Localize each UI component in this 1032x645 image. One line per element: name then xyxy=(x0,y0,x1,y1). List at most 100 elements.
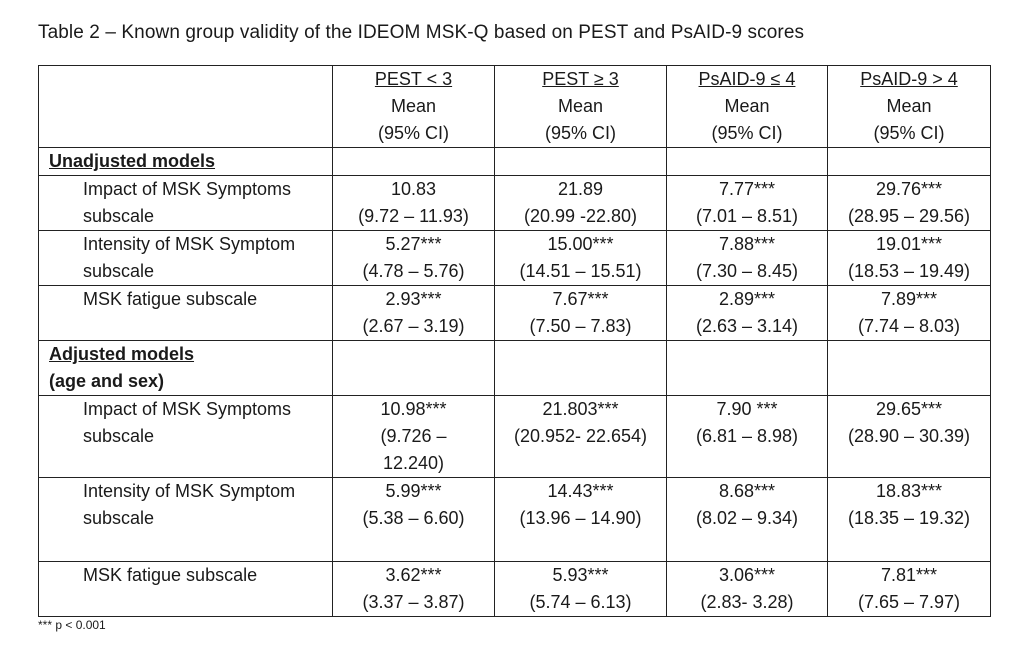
mean-value: 7.77*** xyxy=(718,179,776,199)
table-row-adjusted-fatigue: MSK fatigue subscale 3.62*** (3.37 – 3.87… xyxy=(38,561,991,617)
table-row-unadjusted-intensity: Intensity of MSK Symptom subscale 5.27**… xyxy=(38,230,991,286)
value-cell: 29.76*** (28.95 – 29.56) xyxy=(827,175,991,231)
ci-value: (4.78 – 5.76) xyxy=(362,261,465,281)
header-group: PEST < 3 xyxy=(374,69,453,89)
mean-value: 19.01*** xyxy=(875,234,943,254)
value-cell: 7.67*** (7.50 – 7.83) xyxy=(494,285,667,341)
header-ci: (95% CI) xyxy=(377,123,449,143)
mean-value: 10.83 xyxy=(390,179,437,199)
row-label: MSK fatigue subscale xyxy=(38,561,333,617)
header-cell-pest-ge3: PEST ≥ 3 Mean (95% CI) xyxy=(494,65,667,148)
value-cell: 7.88*** (7.30 – 8.45) xyxy=(666,230,828,286)
value-cell: 3.06*** (2.83- 3.28) xyxy=(666,561,828,617)
mean-value: 8.68*** xyxy=(718,481,776,501)
mean-value: 7.67*** xyxy=(552,289,609,309)
mean-value: 18.83*** xyxy=(875,481,943,501)
value-cell: 21.803*** (20.952- 22.654) xyxy=(494,395,667,478)
value-cell: 21.89 (20.99 -22.80) xyxy=(494,175,667,231)
mean-value: 7.90 *** xyxy=(716,399,778,419)
section-title-adjusted: Adjusted models (age and sex) xyxy=(38,340,333,396)
header-group: PEST ≥ 3 xyxy=(542,69,619,89)
mean-value: 5.27*** xyxy=(385,234,442,254)
mean-value: 21.803*** xyxy=(542,399,619,419)
value-cell: 7.81*** (7.65 – 7.97) xyxy=(827,561,991,617)
mean-value: 2.93*** xyxy=(385,289,442,309)
ci-value: (9.72 – 11.93) xyxy=(358,206,469,226)
ci-value: (7.74 – 8.03) xyxy=(857,316,961,336)
mean-value: 21.89 xyxy=(557,179,604,199)
header-cell-psaid-le4: PsAID-9 ≤ 4 Mean (95% CI) xyxy=(666,65,828,148)
ci-value: (2.63 – 3.14) xyxy=(695,316,799,336)
table-row-unadjusted-fatigue: MSK fatigue subscale 2.93*** (2.67 – 3.19… xyxy=(38,285,991,341)
value-cell: 19.01*** (18.53 – 19.49) xyxy=(827,230,991,286)
table-row-unadjusted-impact: Impact of MSK Symptoms subscale 10.83 (9.… xyxy=(38,175,991,231)
value-cell: 8.68*** (8.02 – 9.34) xyxy=(666,477,828,562)
header-stat: Mean xyxy=(724,96,770,116)
empty-cell xyxy=(827,340,991,396)
empty-cell xyxy=(666,147,828,176)
header-ci: (95% CI) xyxy=(711,123,783,143)
ci-value: (18.35 – 19.32) xyxy=(847,508,971,528)
value-cell: 5.27*** (4.78 – 5.76) xyxy=(332,230,495,286)
section-row-unadjusted: Unadjusted models xyxy=(38,147,991,176)
mean-value: 15.00*** xyxy=(547,234,614,254)
row-label-line: MSK fatigue subscale xyxy=(83,565,258,585)
row-label-line: subscale xyxy=(83,508,155,528)
row-label-line: subscale xyxy=(83,206,155,226)
empty-cell xyxy=(666,340,828,396)
ci-value: (20.99 -22.80) xyxy=(523,206,638,226)
value-cell: 2.93*** (2.67 – 3.19) xyxy=(332,285,495,341)
mean-value: 7.89*** xyxy=(880,289,938,309)
row-label: Intensity of MSK Symptom subscale xyxy=(38,230,333,286)
value-cell: 15.00*** (14.51 – 15.51) xyxy=(494,230,667,286)
value-cell: 7.77*** (7.01 – 8.51) xyxy=(666,175,828,231)
row-label: MSK fatigue subscale xyxy=(38,285,333,341)
table-row-adjusted-intensity: Intensity of MSK Symptom subscale 5.99**… xyxy=(38,477,991,562)
table-footnote: *** p < 0.001 xyxy=(38,618,106,632)
value-cell: 10.83 (9.72 – 11.93) xyxy=(332,175,495,231)
value-cell: 5.93*** (5.74 – 6.13) xyxy=(494,561,667,617)
ci-value: (7.01 – 8.51) xyxy=(695,206,799,226)
empty-cell xyxy=(494,147,667,176)
mean-value: 3.06*** xyxy=(718,565,776,585)
row-label-line: MSK fatigue subscale xyxy=(83,289,258,309)
ci-value: (5.38 – 6.60) xyxy=(362,508,465,528)
mean-value: 7.88*** xyxy=(718,234,776,254)
row-label-line: subscale xyxy=(83,426,155,446)
header-group: PsAID-9 > 4 xyxy=(860,69,958,89)
ci-value: (7.50 – 7.83) xyxy=(529,316,632,336)
header-group: PsAID-9 ≤ 4 xyxy=(698,69,796,89)
ci-value: (6.81 – 8.98) xyxy=(695,426,799,446)
ci-value: (8.02 – 9.34) xyxy=(695,508,799,528)
value-cell: 14.43*** (13.96 – 14.90) xyxy=(494,477,667,562)
ci-value: (3.37 – 3.87) xyxy=(362,592,465,612)
ci-value: (20.952- 22.654) xyxy=(513,426,648,446)
value-cell: 10.98*** (9.726 – 12.240) xyxy=(332,395,495,478)
mean-value: 3.62*** xyxy=(385,565,442,585)
header-stat: Mean xyxy=(886,96,932,116)
empty-cell xyxy=(332,340,495,396)
header-ci: (95% CI) xyxy=(544,123,616,143)
value-cell: 2.89*** (2.63 – 3.14) xyxy=(666,285,828,341)
ci-value: (5.74 – 6.13) xyxy=(529,592,632,612)
empty-cell xyxy=(827,147,991,176)
validity-table: PEST < 3 Mean (95% CI) PEST ≥ 3 Mean (95… xyxy=(38,65,991,617)
ci-value: (7.65 – 7.97) xyxy=(857,592,961,612)
mean-value: 14.43*** xyxy=(547,481,614,501)
header-stat: Mean xyxy=(557,96,604,116)
ci-value: (2.67 – 3.19) xyxy=(362,316,465,336)
row-label: Impact of MSK Symptoms subscale xyxy=(38,395,333,478)
section-subtitle-text: (age and sex) xyxy=(49,371,165,391)
empty-cell xyxy=(332,147,495,176)
header-cell-pest-lt3: PEST < 3 Mean (95% CI) xyxy=(332,65,495,148)
ci-value: (14.51 – 15.51) xyxy=(519,261,642,281)
value-cell: 7.90 *** (6.81 – 8.98) xyxy=(666,395,828,478)
ci-value: 12.240) xyxy=(382,453,445,473)
ci-value: (13.96 – 14.90) xyxy=(519,508,642,528)
section-title-text: Unadjusted models xyxy=(49,151,216,171)
mean-value: 29.65*** xyxy=(875,399,943,419)
value-cell: 7.89*** (7.74 – 8.03) xyxy=(827,285,991,341)
ci-value: (7.30 – 8.45) xyxy=(695,261,799,281)
table-row-adjusted-impact: Impact of MSK Symptoms subscale 10.98***… xyxy=(38,395,991,478)
value-cell: 3.62*** (3.37 – 3.87) xyxy=(332,561,495,617)
